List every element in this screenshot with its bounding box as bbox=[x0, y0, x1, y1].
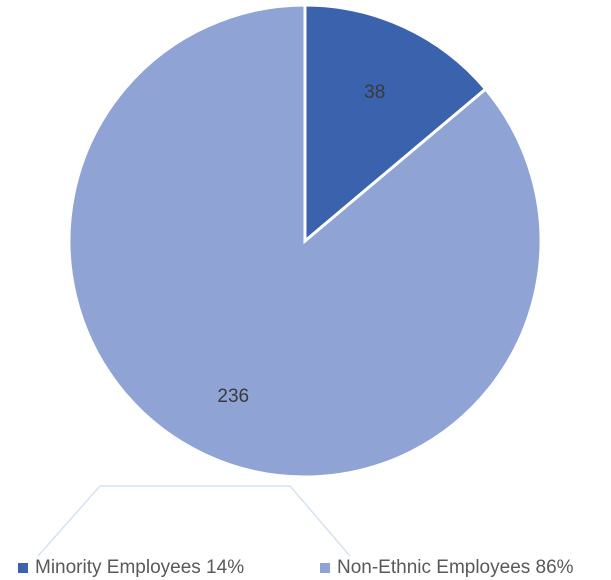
pie-data-labels: 38 236 bbox=[217, 82, 385, 407]
pie-slices bbox=[67, 3, 543, 479]
legend-swatch-non-ethnic bbox=[320, 563, 330, 573]
legend-bracket-decoration bbox=[37, 485, 351, 556]
chart-legend: Minority Employees 14% Non-Ethnic Employ… bbox=[0, 557, 611, 579]
legend-item-minority-employees: Minority Employees 14% bbox=[18, 557, 244, 579]
legend-item-non-ethnic-employees: Non-Ethnic Employees 86% bbox=[320, 557, 574, 579]
legend-swatch-minority bbox=[18, 563, 28, 573]
pie-chart: 38 236 bbox=[37, 3, 543, 556]
legend-label-minority: Minority Employees 14% bbox=[35, 557, 245, 578]
data-label-minority-employees: 38 bbox=[364, 82, 385, 103]
pie-slice-non-ethnic-employees bbox=[67, 3, 543, 479]
legend-label-non-ethnic: Non-Ethnic Employees 86% bbox=[337, 557, 574, 578]
data-label-non-ethnic-employees: 236 bbox=[217, 386, 249, 407]
pie-slice-minority-employees bbox=[303, 3, 488, 245]
